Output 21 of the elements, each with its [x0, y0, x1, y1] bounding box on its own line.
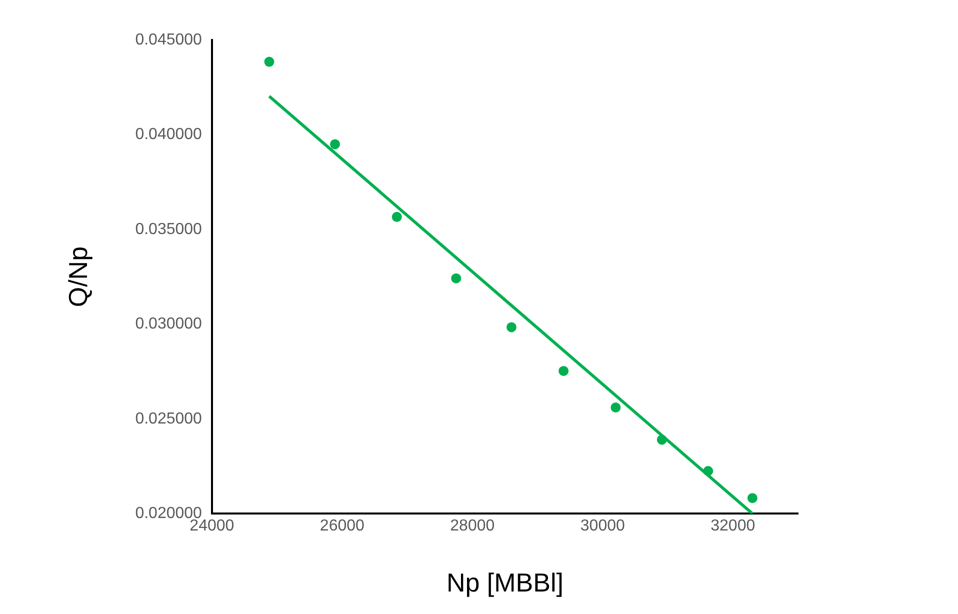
x-axis-title: Np [MBBl]	[446, 568, 564, 598]
y-axis-title: Q/Np	[62, 246, 93, 308]
y-tick-label: 0.025000	[135, 410, 202, 428]
point	[392, 212, 402, 222]
point	[451, 273, 462, 284]
point	[703, 466, 714, 476]
x-tick-label: 30000	[580, 518, 625, 535]
x-tick-label: 26000	[320, 518, 365, 535]
point	[264, 56, 274, 67]
y-tick-label: 0.030000	[135, 316, 202, 333]
point	[656, 434, 667, 445]
point	[747, 493, 758, 504]
point	[610, 402, 621, 413]
point	[558, 366, 569, 376]
point	[506, 322, 516, 332]
y-tick-label: 0.040000	[135, 126, 202, 144]
x-tick-label: 28000	[450, 518, 495, 535]
x-tick-label: 32000	[710, 518, 756, 535]
y-tick-label: 0.035000	[135, 220, 202, 238]
point	[330, 139, 340, 150]
y-tick-label: 0.045000	[135, 31, 202, 48]
